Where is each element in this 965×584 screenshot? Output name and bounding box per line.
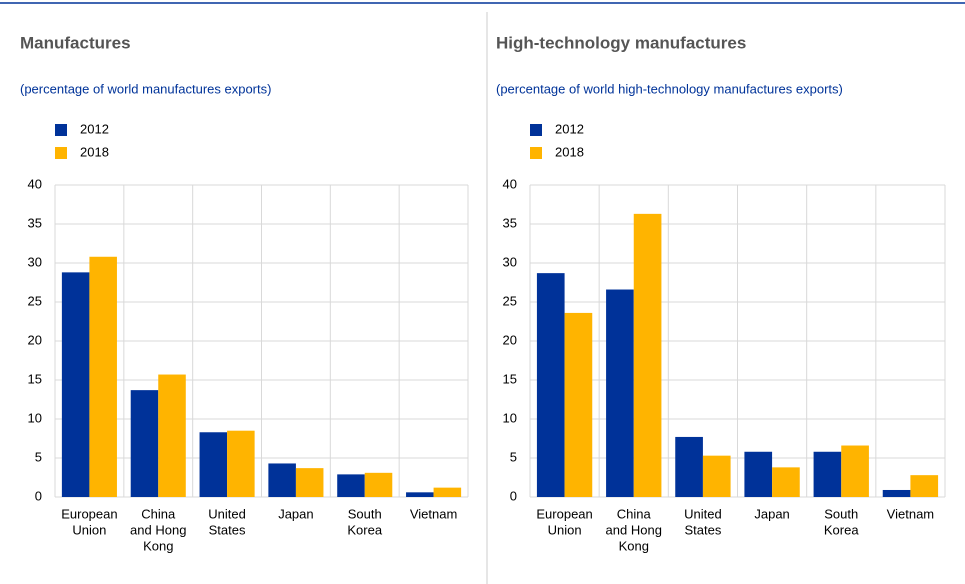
x-tick-label: Korea	[824, 522, 859, 537]
x-tick-label: Vietnam	[887, 506, 934, 521]
y-tick-label: 40	[28, 176, 42, 191]
x-tick-label: China	[141, 506, 176, 521]
bar	[744, 451, 773, 497]
subtitle: (percentage of world high-technology man…	[496, 81, 843, 96]
bar	[364, 472, 393, 497]
subtitle: (percentage of world manufactures export…	[20, 81, 271, 96]
y-tick-label: 20	[28, 332, 42, 347]
bar	[199, 432, 228, 497]
bar	[406, 492, 434, 497]
y-tick-label: 35	[503, 215, 517, 230]
bar	[130, 390, 159, 497]
y-tick-label: 40	[503, 176, 517, 191]
bar	[158, 374, 186, 497]
legend-label: 2018	[555, 144, 584, 159]
x-tick-label: Union	[72, 522, 106, 537]
x-tick-label: Kong	[619, 538, 649, 553]
y-tick-label: 5	[510, 449, 517, 464]
y-tick-label: 20	[503, 332, 517, 347]
bar	[227, 430, 255, 497]
y-tick-label: 10	[503, 410, 517, 425]
x-tick-label: China	[617, 506, 652, 521]
bar	[813, 451, 842, 497]
y-tick-label: 15	[503, 371, 517, 386]
bar	[433, 487, 462, 497]
legend-swatch	[55, 124, 67, 136]
x-tick-label: Japan	[278, 506, 313, 521]
legend-label: 2012	[555, 121, 584, 136]
x-tick-label: United	[208, 506, 246, 521]
x-tick-label: and Hong	[606, 522, 662, 537]
y-tick-label: 0	[35, 488, 42, 503]
x-tick-label: Vietnam	[410, 506, 457, 521]
bar	[268, 463, 296, 497]
y-tick-label: 0	[510, 488, 517, 503]
chart-title: High-technology manufactures	[496, 33, 746, 52]
bar	[633, 213, 662, 498]
bar	[772, 467, 800, 497]
bar	[564, 312, 593, 497]
bar	[295, 468, 324, 497]
y-tick-label: 5	[35, 449, 42, 464]
legend-label: 2018	[80, 144, 109, 159]
legend-swatch	[530, 147, 542, 159]
x-tick-label: and Hong	[130, 522, 186, 537]
bar	[536, 273, 565, 497]
bar	[910, 475, 939, 497]
x-tick-label: Korea	[347, 522, 382, 537]
bar	[337, 474, 365, 497]
y-tick-label: 30	[503, 254, 517, 269]
y-tick-label: 25	[28, 293, 42, 308]
x-tick-label: Union	[548, 522, 582, 537]
x-tick-label: South	[824, 506, 858, 521]
y-tick-label: 15	[28, 371, 42, 386]
bar	[702, 455, 731, 497]
x-tick-label: Kong	[143, 538, 173, 553]
x-tick-label: States	[684, 522, 721, 537]
legend-swatch	[530, 124, 542, 136]
x-tick-label: States	[209, 522, 246, 537]
x-tick-label: United	[684, 506, 722, 521]
bar	[89, 256, 117, 497]
legend-label: 2012	[80, 121, 109, 136]
x-tick-label: European	[536, 506, 592, 521]
x-tick-label: European	[61, 506, 117, 521]
y-tick-label: 25	[503, 293, 517, 308]
y-tick-label: 35	[28, 215, 42, 230]
bar	[675, 436, 703, 497]
bar	[841, 445, 869, 497]
y-tick-label: 30	[28, 254, 42, 269]
chart-title: Manufactures	[20, 33, 131, 52]
legend-swatch	[55, 147, 67, 159]
bar	[61, 272, 90, 497]
bar	[882, 489, 911, 497]
y-tick-label: 10	[28, 410, 42, 425]
x-tick-label: South	[348, 506, 382, 521]
bar	[606, 289, 634, 497]
x-tick-label: Japan	[754, 506, 789, 521]
